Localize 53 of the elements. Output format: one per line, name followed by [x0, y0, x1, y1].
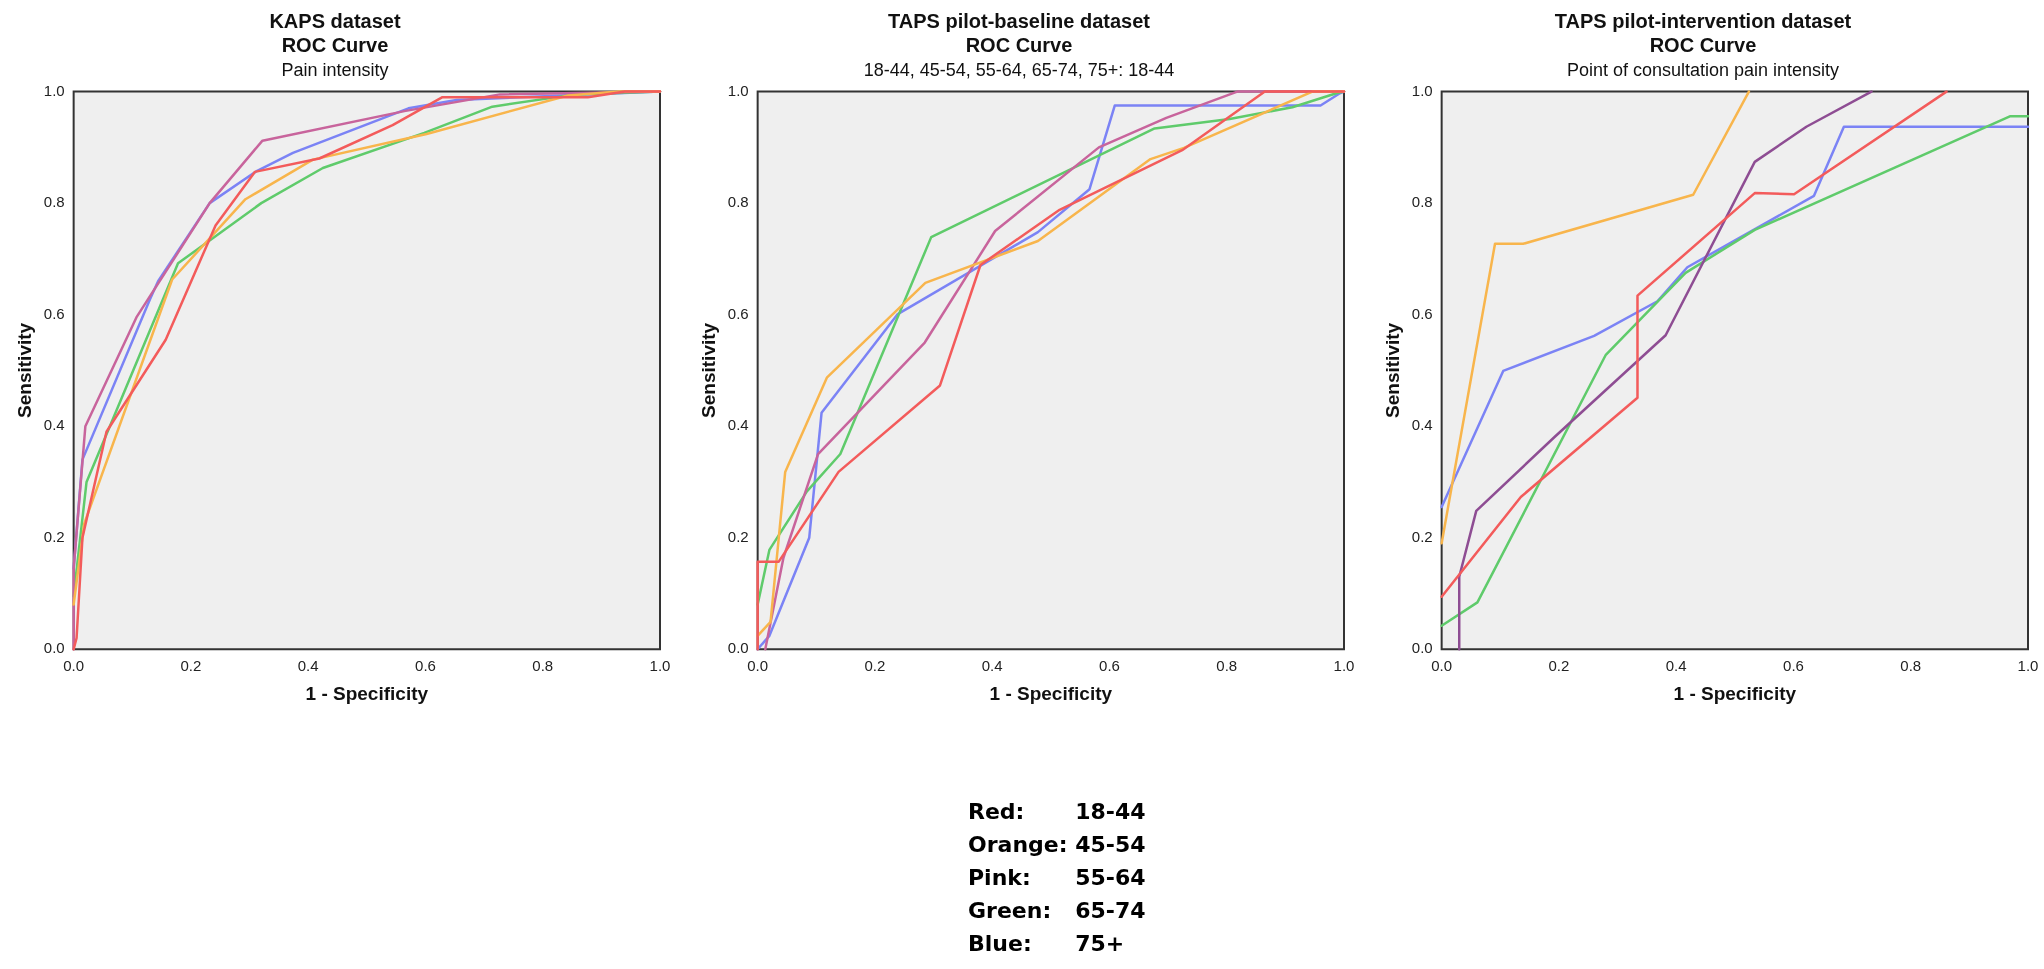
text: Orange: 45-54 — [968, 831, 1146, 859]
text: Green: 65-74 — [968, 897, 1146, 925]
x-tick-label: 0.0 — [747, 657, 769, 675]
chart-title: KAPS dataset ROC Curve — [269, 9, 401, 56]
y-tick-label: 0.6 — [43, 304, 65, 322]
chart-subtitle: Pain intensity — [281, 59, 389, 80]
x-tick-label: 0.0 — [1431, 657, 1453, 675]
y-tick-label: 0.4 — [43, 416, 65, 434]
y-tick-label: 0.2 — [1411, 527, 1433, 545]
text: Blue: 75+ — [968, 930, 1126, 958]
y-axis-title: Sensitivity — [697, 322, 719, 418]
x-tick-label: 0.4 — [1665, 657, 1687, 675]
y-tick-label: 0.0 — [43, 639, 65, 657]
y-tick-label: 0.8 — [727, 193, 749, 211]
x-tick-label: 0.4 — [981, 657, 1003, 675]
x-axis-title: 1 - Specificity — [305, 682, 429, 704]
y-tick-label: 0.6 — [1411, 304, 1433, 322]
y-tick-label: 0.4 — [727, 416, 749, 434]
y-tick-label: 1.0 — [727, 81, 749, 99]
x-tick-label: 0.6 — [1783, 657, 1804, 675]
x-tick-label: 0.2 — [180, 657, 202, 675]
y-tick-label: 0.8 — [1411, 193, 1433, 211]
y-tick-label: 0.0 — [727, 639, 749, 657]
chart-subtitle: 18-44, 45-54, 55-64, 65-74, 75+: 18-44 — [863, 59, 1175, 80]
text: Pink: 55-64 — [968, 864, 1146, 892]
x-axis-title: 1 - Specificity — [1673, 682, 1797, 704]
x-tick-label: 0.8 — [1900, 657, 1922, 675]
x-tick-label: 0.4 — [297, 657, 319, 675]
y-tick-label: 0.2 — [727, 527, 749, 545]
x-tick-label: 1.0 — [649, 657, 671, 675]
x-axis-title: 1 - Specificity — [989, 682, 1113, 704]
x-tick-label: 0.6 — [415, 657, 436, 675]
y-axis-title: Sensitivity — [13, 322, 35, 418]
y-tick-label: 0.2 — [43, 527, 65, 545]
y-tick-label: 0.4 — [1411, 416, 1433, 434]
y-tick-label: 0.0 — [1411, 639, 1433, 657]
text: Red: 18-44 — [968, 798, 1146, 826]
x-tick-label: 0.2 — [1548, 657, 1570, 675]
y-tick-label: 0.8 — [43, 193, 65, 211]
chart-title: TAPS pilot-intervention dataset ROC Curve — [1554, 9, 1852, 56]
x-tick-label: 0.0 — [63, 657, 85, 675]
chart-title: TAPS pilot-baseline dataset ROC Curve — [888, 9, 1151, 56]
x-tick-label: 0.8 — [1216, 657, 1238, 675]
y-tick-label: 1.0 — [43, 81, 65, 99]
y-axis-title: Sensitivity — [1381, 322, 1403, 418]
x-tick-label: 0.8 — [532, 657, 554, 675]
chart-subtitle: Point of consultation pain intensity — [1566, 59, 1840, 80]
x-tick-label: 0.6 — [1099, 657, 1120, 675]
x-tick-label: 1.0 — [2017, 657, 2039, 675]
y-tick-label: 1.0 — [1411, 81, 1433, 99]
x-tick-label: 1.0 — [1333, 657, 1355, 675]
y-tick-label: 0.6 — [727, 304, 749, 322]
x-tick-label: 0.2 — [864, 657, 886, 675]
